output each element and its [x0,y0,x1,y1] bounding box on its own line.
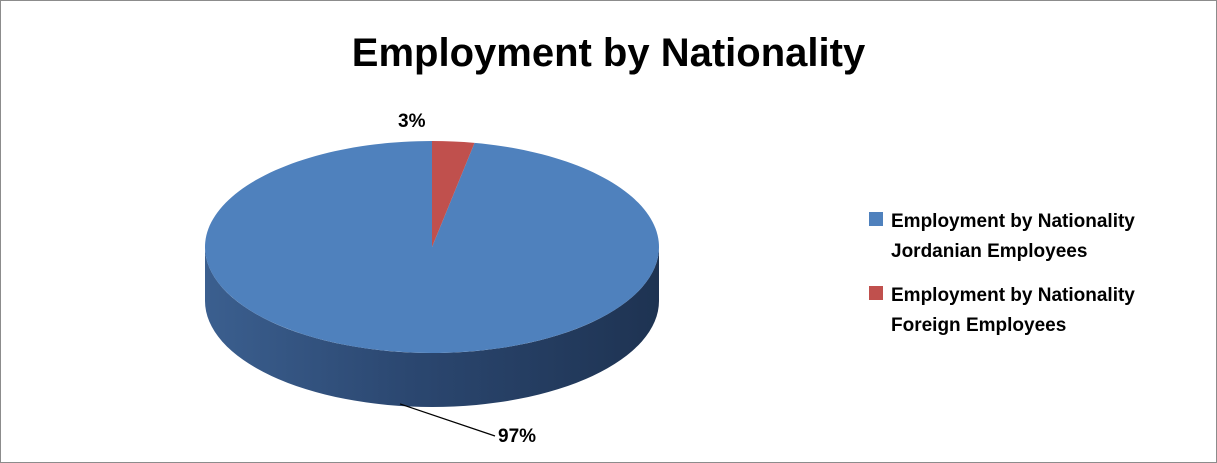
legend-swatch-jordanian [869,212,883,226]
data-label-foreign: 3% [398,111,426,132]
data-label-jordanian: 97% [498,426,536,447]
legend-item-foreign: Employment by Nationality Foreign Employ… [869,281,1191,341]
legend-label-foreign-line2: Foreign Employees [891,315,1067,336]
legend: Employment by Nationality Jordanian Empl… [869,207,1191,355]
legend-label-jordanian-line2: Jordanian Employees [891,241,1088,262]
leader-line-jordanian [399,403,496,437]
legend-swatch-foreign [869,286,883,300]
legend-label-foreign-line1: Employment by Nationality [891,285,1135,306]
legend-label-jordanian-line1: Employment by Nationality [891,211,1135,232]
pie-slice-jordanian-side [205,247,659,407]
pie-slice-foreign [432,141,475,247]
pie-slice-jordanian [205,141,660,353]
legend-item-jordanian: Employment by Nationality Jordanian Empl… [869,207,1191,267]
chart-title: Employment by Nationality [351,31,866,75]
